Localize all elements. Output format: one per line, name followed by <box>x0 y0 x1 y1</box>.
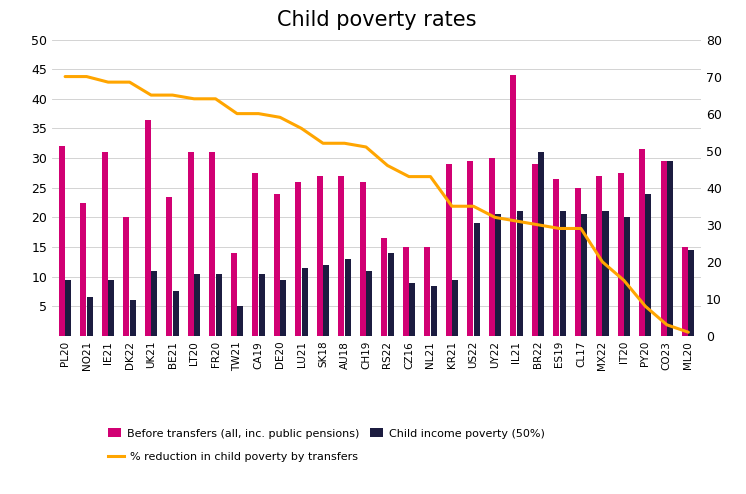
Bar <box>495 214 501 336</box>
% reduction in child poverty by transfers <box>319 140 327 146</box>
% reduction in child poverty by transfers <box>233 111 242 117</box>
Bar <box>474 223 480 336</box>
Bar <box>231 253 237 336</box>
Bar <box>667 161 673 336</box>
Bar <box>424 247 430 336</box>
% reduction in child poverty by transfers <box>60 74 69 80</box>
% reduction in child poverty by transfers <box>641 303 650 309</box>
% reduction in child poverty by transfers <box>340 140 349 146</box>
Bar <box>596 176 602 336</box>
Bar <box>624 217 630 336</box>
Bar <box>639 149 645 336</box>
Bar <box>323 265 329 336</box>
% reduction in child poverty by transfers <box>275 115 284 121</box>
Bar <box>430 286 436 336</box>
Bar <box>661 161 667 336</box>
Bar <box>345 259 351 336</box>
Bar <box>689 250 695 336</box>
Bar <box>452 280 458 336</box>
Bar <box>172 291 179 336</box>
% reduction in child poverty by transfers <box>211 96 220 102</box>
% reduction in child poverty by transfers <box>168 92 177 98</box>
Bar <box>108 280 114 336</box>
% reduction in child poverty by transfers <box>125 79 134 85</box>
Bar <box>683 247 689 336</box>
Bar <box>252 173 258 336</box>
Bar <box>516 211 522 336</box>
Bar <box>145 120 151 336</box>
% reduction in child poverty by transfers <box>383 163 392 168</box>
Bar <box>388 253 394 336</box>
Bar <box>237 306 243 336</box>
Bar <box>59 146 65 336</box>
% reduction in child poverty by transfers <box>362 144 371 150</box>
Bar <box>532 164 538 336</box>
Legend: % reduction in child poverty by transfers: % reduction in child poverty by transfer… <box>103 448 363 467</box>
Bar <box>554 179 560 336</box>
Bar <box>295 182 301 336</box>
Bar <box>301 268 307 336</box>
% reduction in child poverty by transfers <box>577 225 586 231</box>
Bar <box>645 194 651 336</box>
% reduction in child poverty by transfers <box>104 79 113 85</box>
Bar <box>130 300 136 336</box>
Bar <box>216 274 222 336</box>
Bar <box>123 217 130 336</box>
% reduction in child poverty by transfers <box>147 92 156 98</box>
Bar <box>210 152 216 336</box>
Bar <box>403 247 409 336</box>
% reduction in child poverty by transfers <box>598 259 606 265</box>
% reduction in child poverty by transfers <box>555 225 564 231</box>
Line: % reduction in child poverty by transfers: % reduction in child poverty by transfer… <box>65 77 689 332</box>
Bar <box>188 152 194 336</box>
Bar <box>65 280 71 336</box>
Bar <box>166 197 172 336</box>
Bar <box>317 176 323 336</box>
Bar <box>81 203 87 336</box>
% reduction in child poverty by transfers <box>82 74 91 80</box>
% reduction in child poverty by transfers <box>662 322 671 328</box>
Bar <box>366 271 372 336</box>
Bar <box>259 274 265 336</box>
% reduction in child poverty by transfers <box>490 214 499 220</box>
Bar <box>510 75 516 336</box>
% reduction in child poverty by transfers <box>469 204 478 209</box>
Bar <box>467 161 473 336</box>
Bar <box>603 211 609 336</box>
Bar <box>381 238 387 336</box>
% reduction in child poverty by transfers <box>448 204 457 209</box>
Bar <box>489 158 495 336</box>
% reduction in child poverty by transfers <box>254 111 263 117</box>
Bar <box>560 211 565 336</box>
Bar <box>339 176 345 336</box>
% reduction in child poverty by transfers <box>426 174 435 180</box>
Bar <box>409 283 415 336</box>
Bar <box>574 188 581 336</box>
% reduction in child poverty by transfers <box>684 329 693 335</box>
% reduction in child poverty by transfers <box>297 125 306 131</box>
Bar <box>274 194 280 336</box>
Bar <box>618 173 624 336</box>
Bar <box>581 214 587 336</box>
Bar <box>446 164 452 336</box>
% reduction in child poverty by transfers <box>533 222 542 228</box>
Bar <box>102 152 108 336</box>
Bar <box>280 280 286 336</box>
% reduction in child poverty by transfers <box>404 174 413 180</box>
Title: Child poverty rates: Child poverty rates <box>277 9 477 30</box>
% reduction in child poverty by transfers <box>619 278 628 284</box>
Bar <box>87 297 93 336</box>
Bar <box>194 274 200 336</box>
% reduction in child poverty by transfers <box>512 218 521 224</box>
Bar <box>151 271 157 336</box>
Bar <box>538 152 544 336</box>
% reduction in child poverty by transfers <box>189 96 198 102</box>
Bar <box>360 182 366 336</box>
